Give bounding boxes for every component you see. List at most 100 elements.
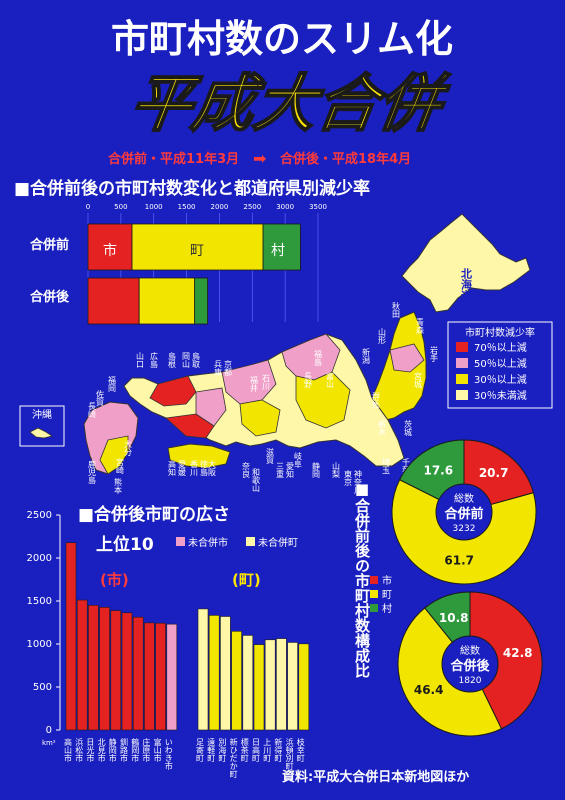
legend-swatch-70 xyxy=(456,342,468,352)
pie-slice-label: 46.4 xyxy=(414,683,444,697)
map-legend-title: 市町村数減少率 xyxy=(465,326,535,339)
pie-legend: 市 町 村 xyxy=(370,574,392,615)
segment-label-town: 町 xyxy=(190,243,204,259)
pie-center-caption: 総数 xyxy=(460,644,480,657)
chart1-tick-label: 2500 xyxy=(243,203,261,211)
chart2-y-tick-label: 500 xyxy=(33,682,52,693)
prefecture-label: 香川 xyxy=(190,459,199,476)
prefecture-label: 熊本 xyxy=(114,477,123,495)
pie-center xyxy=(435,483,493,541)
okinawa-label: 沖縄 xyxy=(32,408,52,421)
pie-title: 合併後 xyxy=(450,658,490,674)
pie-legend-city: 市 xyxy=(382,574,392,587)
chart2-bar xyxy=(264,639,276,731)
chart2-category-label: 新ひだか町 xyxy=(229,737,238,778)
prefecture-label: 和歌山 xyxy=(252,468,261,493)
pie-total: 3232 xyxy=(453,524,476,534)
chart2-bar xyxy=(121,612,133,731)
prefecture-label: 福岡 xyxy=(108,376,117,393)
legend-swatch-50 xyxy=(456,358,468,368)
chart2-bar xyxy=(166,623,178,731)
pie-legend-village: 村 xyxy=(382,602,392,615)
prefecture-label: 兵庫 xyxy=(214,359,223,377)
chart2-category-label: 高山市 xyxy=(64,737,73,763)
chart2-category-label: 別海町 xyxy=(218,738,227,762)
chart2-bar xyxy=(298,643,310,731)
honshu-north-pink xyxy=(389,343,425,373)
prefecture-label: 鳥取 xyxy=(192,351,201,369)
chart2-bar xyxy=(88,604,99,731)
chart2-axis: 0 500 1000 1500 2000 2500 xyxy=(27,510,61,736)
chart2-category-label: 上川町 xyxy=(263,738,272,762)
prefecture-label: 三重 xyxy=(276,462,285,478)
kyushu-yellow xyxy=(99,435,129,475)
prefecture-label: 埼玉 xyxy=(382,457,391,474)
pie-slice-label: 10.8 xyxy=(439,611,469,625)
map-legend: 市町村数減少率 70％以上減 50％以上減 30％以上減 30％未満減 xyxy=(447,321,553,409)
chart2-bar xyxy=(99,606,110,731)
legend-swatch-under30 xyxy=(456,390,468,400)
chart2-bar xyxy=(220,616,231,731)
area-bar-chart: ■合併後市町の広さ 上位10 未合併市 未合併町 (市) (町) km² 0 50… xyxy=(27,504,310,778)
hokkaido-shape xyxy=(401,213,531,313)
pie-slice-label: 42.8 xyxy=(503,646,533,660)
region-pink-3 xyxy=(195,387,227,427)
chart2-y-tick-label: 0 xyxy=(46,725,52,736)
legend-label-50: 50％以上減 xyxy=(474,357,527,370)
poster-subtitle: 平成大合併 xyxy=(125,67,453,140)
prefecture-label: 福島 xyxy=(314,350,323,367)
prefecture-label: 愛媛 xyxy=(178,459,187,477)
chart2-category-label: 浜頓別町 xyxy=(285,737,294,770)
period-before: 合併前・平成11年3月 xyxy=(108,151,239,167)
chart2-bar xyxy=(132,616,144,731)
prefecture-label: 石川 xyxy=(262,374,271,390)
prefecture-label: 大阪 xyxy=(208,459,217,477)
chart2-subheading: 上位10 xyxy=(96,534,154,555)
chart1-bar-町 xyxy=(131,223,264,271)
chart2-bar xyxy=(253,644,265,731)
town-group-label: (町) xyxy=(232,571,261,589)
chart2-bar xyxy=(110,610,122,731)
chart2-heading: ■合併後市町の広さ xyxy=(78,504,230,525)
region-yellow-1 xyxy=(295,371,351,429)
chart2-category-label: 枝幸町 xyxy=(296,737,305,762)
chart1-tick-label: 3500 xyxy=(309,203,327,211)
legend-swatch-30 xyxy=(456,374,468,384)
chart2-y-tick-label: 1500 xyxy=(27,596,52,607)
chart2-category-label: 北見市 xyxy=(97,738,106,763)
legend-label-under30: 30％未満減 xyxy=(474,389,527,402)
pies-heading: ■合併前後の市町村数構成比 xyxy=(353,480,371,679)
prefecture-label: 山形 xyxy=(378,327,387,345)
chart2-category-label: 静岡市 xyxy=(108,737,117,763)
chart1-bar-村 xyxy=(194,277,208,325)
chart2-bar xyxy=(208,615,220,731)
pie-slice-label: 61.7 xyxy=(444,554,474,568)
prefecture-label: 栃木 xyxy=(378,419,387,437)
city-group-label: (市) xyxy=(100,571,129,589)
chart2-unit: km² xyxy=(42,739,56,747)
shikoku-shape xyxy=(167,443,231,469)
segment-label-city: 市 xyxy=(103,242,117,259)
prefecture-label: 宮崎 xyxy=(116,457,125,474)
prefecture-label: 富山 xyxy=(326,371,335,389)
prefecture-label: 愛知 xyxy=(286,461,295,479)
hokkaido-label: 北海道 xyxy=(460,267,473,302)
prefecture-label: 大分 xyxy=(124,439,133,457)
chart1-tick-label: 1500 xyxy=(178,203,196,211)
legend-label-city: 未合併市 xyxy=(188,536,228,549)
pie-title: 合併前 xyxy=(444,506,483,522)
region-red-2 xyxy=(165,413,215,439)
chart1-tick-label: 2000 xyxy=(211,203,229,211)
chart1-bar-市 xyxy=(87,223,133,271)
chart1-bars xyxy=(87,223,301,325)
region-yellow-2 xyxy=(239,399,281,437)
chart2-bar xyxy=(276,638,287,731)
chart2-category-label: 浜松市 xyxy=(75,737,84,763)
prefecture-label: 新潟 xyxy=(362,347,371,365)
chart1-bar-村 xyxy=(262,223,301,271)
region-pink-2 xyxy=(221,359,277,405)
chart1-tick-label: 3000 xyxy=(276,203,294,211)
pie-legend-swatch-village xyxy=(370,604,378,612)
